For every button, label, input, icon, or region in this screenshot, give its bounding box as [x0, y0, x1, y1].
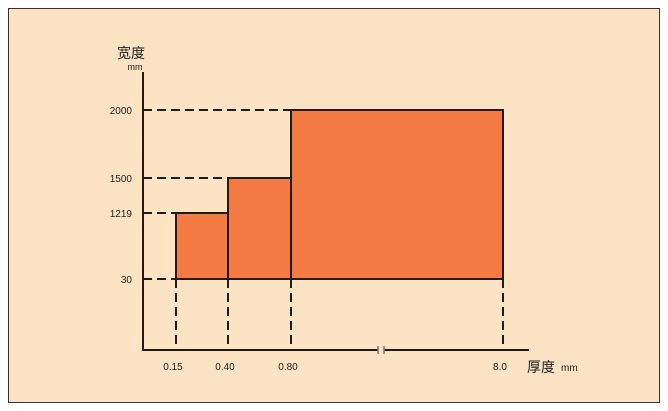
x-tick-label: 0.40	[215, 362, 235, 373]
x-axis-break-marker	[377, 346, 385, 354]
guides-layer	[143, 109, 504, 350]
y-tick-label: 1500	[110, 174, 133, 185]
x-axis-title: 厚度	[527, 360, 555, 376]
y-axis-unit: mm	[128, 62, 143, 72]
region-rect	[290, 109, 504, 280]
y-tick-label: 2000	[110, 106, 133, 117]
x-tick-label: 0.80	[278, 362, 298, 373]
x-axis-unit: mm	[561, 363, 578, 374]
tick-labels-layer: 2000 1500 1219 30 0.15 0.40 0.80 8.0	[110, 106, 508, 373]
x-tick-label: 0.15	[163, 362, 183, 373]
regions-layer	[175, 109, 504, 280]
axes-layer	[142, 72, 529, 354]
y-axis-title: 宽度	[117, 45, 145, 62]
y-tick-label: 30	[121, 275, 133, 286]
x-tick-label: 8.0	[493, 362, 507, 373]
region-rect	[175, 212, 229, 280]
region-rect	[227, 177, 292, 280]
y-tick-label: 1219	[110, 209, 133, 220]
